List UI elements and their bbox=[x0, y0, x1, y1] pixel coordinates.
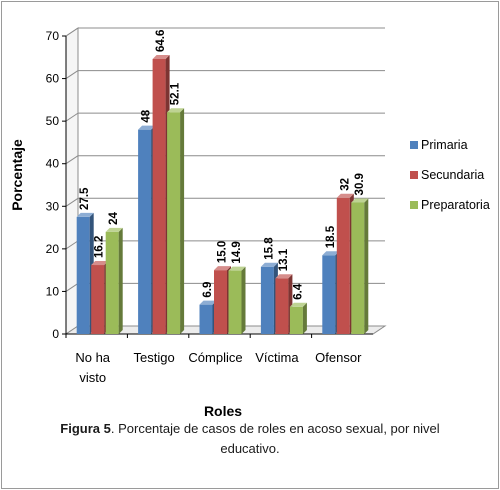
legend-swatch-primaria bbox=[410, 141, 418, 149]
data-label-complice-primaria: 6.9 bbox=[202, 282, 214, 298]
legend-swatch-preparatoria bbox=[410, 201, 418, 209]
gridline-depth bbox=[65, 240, 79, 250]
x-tick-label-complice: Cómplice bbox=[188, 350, 242, 365]
gridline-depth bbox=[65, 70, 79, 79]
data-label-complice-preparatoria: 14.9 bbox=[231, 241, 243, 263]
bar-top-complice-secundaria bbox=[214, 266, 231, 271]
bar-top-victima-primaria bbox=[260, 262, 278, 267]
data-label-testigo-secundaria: 64.6 bbox=[155, 30, 167, 52]
bar-side-ofensor-preparatoria bbox=[364, 198, 369, 334]
bar-top-ofensor-secundaria bbox=[336, 193, 354, 198]
bar-side-no-ha-visto-preparatoria bbox=[118, 227, 123, 334]
bar-victima-preparatoria bbox=[289, 306, 303, 334]
legend-label-secundaria: Secundaria bbox=[421, 168, 484, 182]
gridline-depth bbox=[65, 155, 79, 165]
y-tick-label: 10 bbox=[46, 284, 60, 298]
x-tick-label-ofensor: Ofensor bbox=[315, 350, 362, 365]
bar-top-victima-secundaria bbox=[275, 274, 293, 279]
data-label-testigo-primaria: 48 bbox=[141, 109, 153, 122]
legend-swatch-secundaria bbox=[410, 171, 418, 179]
chart-side-wall bbox=[65, 27, 79, 335]
gridline-depth bbox=[65, 27, 79, 37]
x-tick-label-no-ha-visto: No ha bbox=[75, 350, 110, 365]
bar-top-complice-primaria bbox=[199, 300, 217, 305]
bar-top-no-ha-visto-secundaria bbox=[91, 261, 109, 266]
bar-top-no-ha-visto-preparatoria bbox=[105, 227, 123, 232]
bar-victima-secundaria bbox=[275, 278, 289, 334]
data-label-no-ha-visto-preparatoria: 24 bbox=[108, 211, 120, 224]
bar-testigo-secundaria bbox=[152, 58, 166, 334]
figure-caption-text: . Porcentaje de casos de roles en acoso … bbox=[110, 421, 440, 436]
bar-testigo-preparatoria bbox=[167, 112, 181, 335]
data-label-complice-secundaria: 15.0 bbox=[217, 241, 229, 263]
y-tick-label: 60 bbox=[46, 72, 60, 86]
gridline-depth bbox=[65, 112, 79, 122]
x-tick-label-no-ha-visto: visto bbox=[79, 370, 106, 385]
data-label-no-ha-visto-primaria: 27.5 bbox=[79, 187, 91, 210]
data-label-ofensor-preparatoria: 30.9 bbox=[354, 173, 366, 195]
bar-ofensor-preparatoria bbox=[351, 202, 365, 334]
bar-no-ha-visto-preparatoria bbox=[105, 231, 119, 334]
bar-top-ofensor-preparatoria bbox=[351, 198, 369, 203]
bar-no-ha-visto-secundaria bbox=[91, 265, 105, 334]
y-tick-label: 30 bbox=[46, 199, 60, 213]
bar-side-complice-preparatoria bbox=[241, 266, 246, 334]
data-label-victima-primaria: 15.8 bbox=[263, 237, 275, 260]
bar-top-ofensor-primaria bbox=[322, 251, 340, 256]
y-tick-label: 40 bbox=[46, 157, 60, 171]
data-label-ofensor-primaria: 18.5 bbox=[325, 225, 337, 248]
y-tick-label: 0 bbox=[52, 327, 59, 341]
bar-complice-primaria bbox=[199, 304, 213, 334]
figure-caption-label: Figura 5 bbox=[60, 421, 111, 436]
bar-side-testigo-preparatoria bbox=[180, 108, 185, 335]
legend-label-primaria: Primaria bbox=[421, 138, 468, 152]
x-tick-label-victima: Víctima bbox=[255, 350, 299, 365]
bar-complice-preparatoria bbox=[228, 270, 242, 334]
data-label-victima-secundaria: 13.1 bbox=[278, 248, 290, 271]
gridline-depth bbox=[65, 283, 79, 292]
bar-top-victima-preparatoria bbox=[289, 302, 307, 307]
bar-top-complice-preparatoria bbox=[228, 266, 246, 271]
x-tick-label-testigo: Testigo bbox=[133, 350, 174, 365]
legend-label-preparatoria: Preparatoria bbox=[421, 198, 490, 212]
y-tick-label: 70 bbox=[46, 29, 60, 43]
data-label-victima-preparatoria: 6.4 bbox=[292, 283, 304, 300]
data-label-no-ha-visto-secundaria: 16.2 bbox=[94, 236, 106, 258]
bar-no-ha-visto-primaria bbox=[76, 216, 90, 334]
y-axis-title: Porcentaje bbox=[9, 139, 25, 211]
data-label-ofensor-secundaria: 32 bbox=[339, 178, 351, 191]
y-tick-label: 20 bbox=[46, 242, 60, 256]
figure-caption-line1: Figura 5. Porcentaje de casos de roles e… bbox=[20, 421, 480, 436]
bar-top-testigo-secundaria bbox=[152, 54, 170, 59]
figure-caption-line2: educativo. bbox=[220, 441, 280, 456]
bar-complice-secundaria bbox=[214, 270, 227, 334]
bar-top-testigo-primaria bbox=[138, 125, 156, 130]
bar-testigo-primaria bbox=[138, 129, 152, 334]
bar-top-testigo-preparatoria bbox=[167, 108, 185, 113]
gridline-depth bbox=[65, 197, 79, 207]
x-axis-title: Roles bbox=[204, 403, 242, 419]
bar-side-victima-preparatoria bbox=[302, 302, 307, 334]
bar-top-no-ha-visto-primaria bbox=[76, 212, 94, 217]
bar-victima-primaria bbox=[260, 266, 274, 334]
bar-ofensor-primaria bbox=[322, 255, 336, 334]
data-label-testigo-preparatoria: 52.1 bbox=[170, 82, 182, 105]
bar-ofensor-secundaria bbox=[336, 197, 350, 334]
y-tick-label: 50 bbox=[46, 114, 60, 128]
